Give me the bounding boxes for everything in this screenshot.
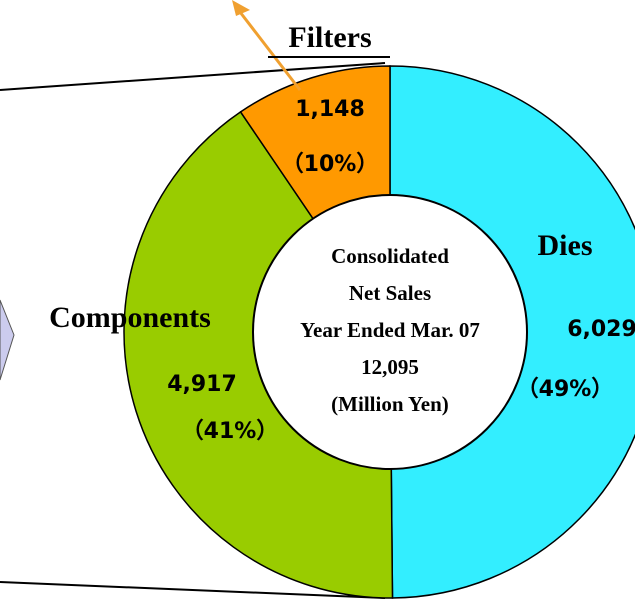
- center-text: Net Sales: [349, 281, 431, 305]
- center-text: Consolidated: [331, 244, 449, 268]
- arrow-head: [232, 0, 250, 16]
- category-label: Dies: [538, 229, 593, 262]
- center-text: Year Ended Mar. 07: [300, 318, 480, 342]
- category-label: Components: [49, 301, 211, 334]
- value-label: 6,029: [567, 317, 635, 342]
- center-text: (Million Yen): [331, 392, 449, 416]
- center-text: 12,095: [361, 355, 419, 379]
- value-label: 1,148: [295, 97, 365, 122]
- percent-label: （10%）: [282, 152, 379, 177]
- callout-shape: [0, 299, 15, 381]
- callout-line: [0, 581, 386, 599]
- arrow-line: [238, 11, 302, 91]
- percent-label: （41%）: [182, 419, 279, 444]
- donut-hole: [252, 194, 528, 470]
- percent-label: （49%）: [517, 377, 614, 402]
- category-label: Filters: [288, 21, 371, 54]
- callout-line: [0, 62, 386, 91]
- value-label: 4,917: [167, 372, 237, 397]
